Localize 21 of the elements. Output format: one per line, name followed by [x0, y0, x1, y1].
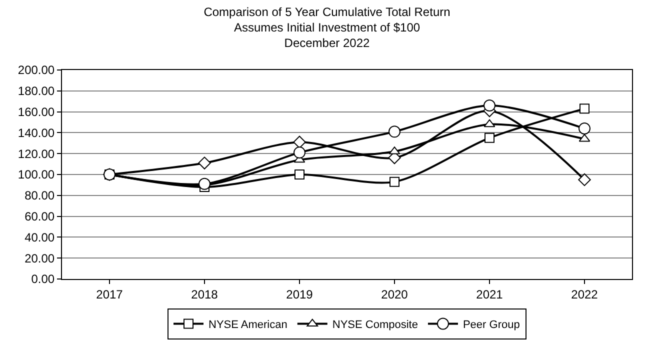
- x-tick-label: 2021: [476, 287, 504, 302]
- y-tick-label: 80.00: [24, 188, 55, 203]
- legend-label: Peer Group: [462, 319, 520, 332]
- y-tick-label: 40.00: [24, 230, 55, 244]
- y-tick-label: 120.00: [18, 146, 55, 161]
- y-tick-label: 180.00: [18, 84, 55, 98]
- y-tick-label: 0.00: [31, 272, 55, 286]
- x-tick-label: 2022: [571, 287, 598, 302]
- y-tick-label: 100.00: [18, 168, 55, 182]
- x-tick-label: 2019: [286, 287, 314, 302]
- y-tick-label: 200.00: [18, 63, 55, 78]
- y-tick-label: 160.00: [18, 105, 55, 119]
- chart-title: Comparison of 5 Year Cumulative Total Return Assumes Initial Investment of $100 December 2022: [204, 4, 450, 50]
- y-tick-label: 60.00: [24, 210, 55, 224]
- legend-label: NYSE American: [208, 319, 288, 332]
- legend-label: NYSE Composite: [332, 319, 418, 332]
- x-tick-label: 2020: [381, 287, 408, 302]
- y-tick-label: 20.00: [24, 251, 55, 266]
- x-tick-label: 2017: [96, 287, 124, 302]
- x-tick-label: 2018: [191, 287, 218, 302]
- y-tick-label: 140.00: [18, 126, 55, 140]
